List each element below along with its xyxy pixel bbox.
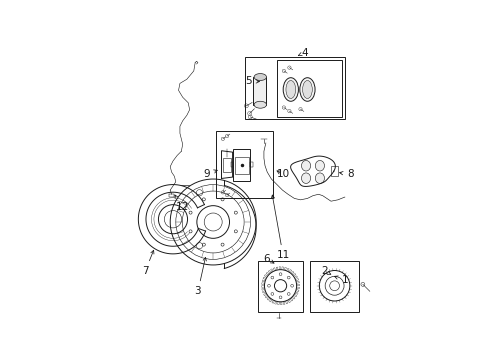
Ellipse shape: [283, 78, 298, 101]
Text: 10: 10: [276, 169, 289, 179]
Text: 7: 7: [142, 250, 154, 276]
Bar: [276, 60, 342, 117]
Bar: [244, 57, 344, 120]
Text: 8: 8: [339, 169, 353, 179]
Bar: [250, 162, 252, 167]
Ellipse shape: [254, 101, 266, 108]
Text: 11: 11: [271, 195, 289, 260]
Ellipse shape: [315, 173, 324, 184]
Ellipse shape: [254, 73, 266, 81]
Bar: [309, 261, 358, 312]
Text: 3: 3: [194, 257, 206, 296]
Text: 4: 4: [298, 48, 307, 58]
Text: 1: 1: [334, 275, 347, 285]
Ellipse shape: [299, 78, 314, 101]
Bar: [222, 158, 231, 172]
Text: 2: 2: [320, 266, 330, 276]
Bar: [230, 162, 233, 167]
Ellipse shape: [302, 81, 312, 99]
Bar: [253, 77, 265, 105]
Text: 5: 5: [245, 76, 259, 86]
Text: 6: 6: [263, 253, 273, 264]
Text: 12: 12: [175, 195, 188, 212]
Bar: [233, 149, 250, 181]
Bar: [330, 166, 337, 176]
Bar: [257, 261, 303, 312]
Bar: [234, 157, 248, 174]
Text: 9: 9: [203, 169, 217, 179]
Bar: [216, 131, 272, 198]
Ellipse shape: [285, 81, 295, 99]
Ellipse shape: [301, 173, 310, 184]
Ellipse shape: [301, 161, 310, 171]
Ellipse shape: [315, 161, 324, 171]
